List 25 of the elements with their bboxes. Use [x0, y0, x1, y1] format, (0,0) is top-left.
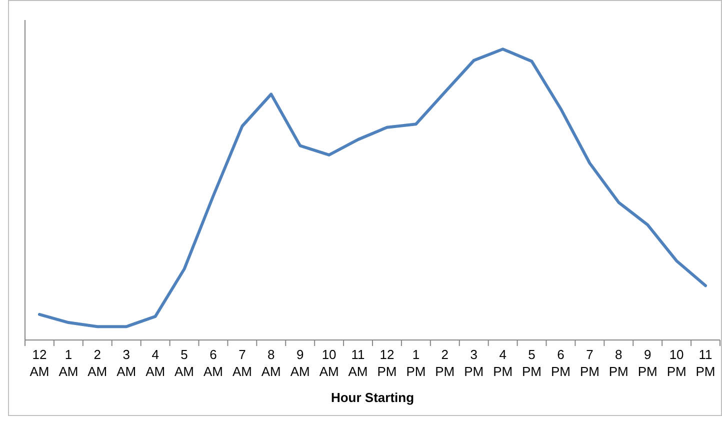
x-tick-label: 11 PM: [696, 347, 716, 379]
x-tick-label: 12 AM: [30, 347, 50, 379]
x-tick-label: 2 PM: [435, 347, 455, 379]
x-tick-label: 5 PM: [522, 347, 542, 379]
x-tick-label: 9 PM: [638, 347, 658, 379]
x-tick-label: 2 AM: [88, 347, 108, 379]
x-tick-label: 1 AM: [58, 347, 78, 379]
x-tick-label: 4 PM: [493, 347, 513, 379]
x-tick-label: 9 AM: [290, 347, 310, 379]
x-tick-label: 4 AM: [146, 347, 166, 379]
x-tick-label: 3 AM: [116, 347, 136, 379]
x-tick-label: 10 PM: [666, 347, 686, 379]
x-tick-label: 6 AM: [203, 347, 223, 379]
x-tick-label: 8 AM: [261, 347, 281, 379]
x-tick-label: 10 AM: [319, 347, 339, 379]
x-tick-label: 1 PM: [406, 347, 426, 379]
x-tick-label: 12 PM: [377, 347, 397, 379]
x-tick-label: 11 AM: [348, 347, 368, 379]
x-tick-label: 5 AM: [174, 347, 194, 379]
x-axis-title: Hour Starting: [330, 390, 414, 405]
x-tick-label: 7 PM: [580, 347, 600, 379]
x-tick-label: 8 PM: [608, 347, 628, 379]
x-tick-label: 6 PM: [550, 347, 570, 379]
x-tick-label: 7 AM: [232, 347, 252, 379]
x-tick-label: 3 PM: [464, 347, 484, 379]
